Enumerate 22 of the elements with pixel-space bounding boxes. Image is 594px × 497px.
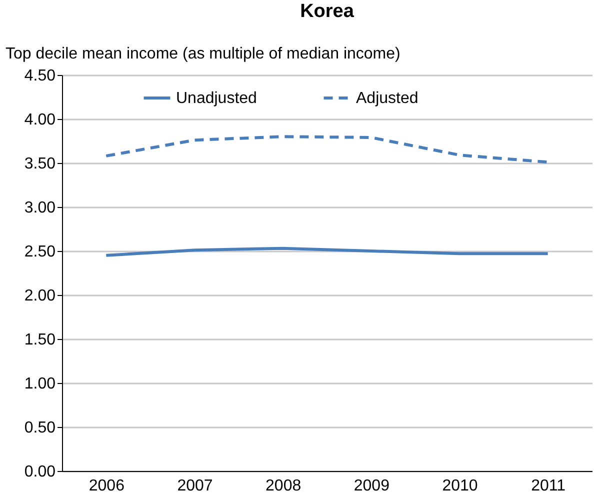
line-series [104, 246, 550, 257]
legend-label: Unadjusted [176, 90, 257, 107]
x-tick-label: 2011 [531, 478, 566, 494]
y-tick-label: 0.50 [24, 420, 56, 436]
legend-label: Adjusted [356, 90, 418, 107]
chart-title: Korea [300, 1, 354, 22]
x-tick-label: 2006 [88, 478, 125, 494]
y-tick-label: 2.50 [24, 244, 56, 260]
y-tick-label: 0.00 [24, 464, 56, 480]
y-tick-label: 3.50 [24, 156, 56, 172]
x-tick-label: 2007 [177, 478, 213, 494]
x-tick-label: 2008 [266, 478, 302, 494]
y-tick-label: 3.00 [24, 200, 56, 216]
x-tick-label: 2009 [354, 478, 390, 494]
y-tick-label: 4.50 [24, 68, 56, 84]
line-series [104, 135, 550, 164]
x-tick-label: 2010 [442, 478, 478, 494]
y-tick-label: 1.00 [24, 376, 56, 392]
y-tick-label: 1.50 [24, 332, 56, 348]
y-axis-title: Top decile mean income (as multiple of median income) [6, 46, 400, 62]
y-tick-label: 2.00 [24, 288, 56, 304]
y-tick-label: 4.00 [24, 112, 56, 128]
